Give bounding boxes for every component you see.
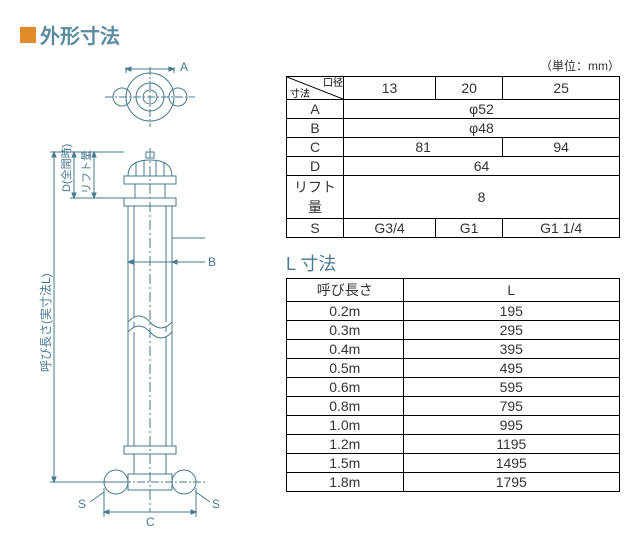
- l-cell: 0.2m: [287, 302, 404, 321]
- l-cell: 495: [403, 359, 619, 378]
- l-cell: 395: [403, 340, 619, 359]
- header-title: 外形寸法: [40, 20, 120, 49]
- drawing-label-a: A: [180, 60, 188, 74]
- dim-cell: 64: [344, 157, 620, 176]
- drawing-label-s-right: S: [212, 497, 220, 511]
- l-section-title: L 寸法: [286, 250, 620, 276]
- dim-row-label: D: [287, 157, 344, 176]
- l-cell: 595: [403, 378, 619, 397]
- dim-col-25: 25: [503, 77, 620, 100]
- dim-row-label: A: [287, 100, 344, 119]
- drawing-label-c: C: [146, 515, 155, 529]
- l-cell: 1.2m: [287, 435, 404, 454]
- l-cell: 1795: [403, 473, 619, 492]
- dim-cell: 94: [503, 138, 620, 157]
- header-accent-square: [20, 27, 36, 43]
- l-cell: 1.5m: [287, 454, 404, 473]
- dim-col-13: 13: [344, 77, 436, 100]
- technical-drawing: A: [20, 57, 270, 540]
- l-cell: 295: [403, 321, 619, 340]
- dim-cell: φ52: [344, 100, 620, 119]
- l-head-name: 呼び長さ: [287, 279, 404, 302]
- l-cell: 1.8m: [287, 473, 404, 492]
- dim-cell: G3/4: [344, 219, 436, 238]
- dim-cell: φ48: [344, 119, 620, 138]
- l-cell: 995: [403, 416, 619, 435]
- dim-row-label: S: [287, 219, 344, 238]
- l-cell: 795: [403, 397, 619, 416]
- drawing-label-lift: リフト量: [80, 150, 93, 194]
- drawing-label-d: D(全開時): [59, 144, 73, 192]
- l-cell: 195: [403, 302, 619, 321]
- dim-cell: 81: [344, 138, 503, 157]
- l-cell: 1495: [403, 454, 619, 473]
- l-cell: 0.4m: [287, 340, 404, 359]
- dim-row-label: C: [287, 138, 344, 157]
- dim-header-diagonal: 口径 寸法: [287, 77, 344, 100]
- dim-cell: G1 1/4: [503, 219, 620, 238]
- l-cell: 0.3m: [287, 321, 404, 340]
- l-head-L: L: [403, 279, 619, 302]
- l-cell: 0.8m: [287, 397, 404, 416]
- drawing-label-b: B: [208, 255, 216, 269]
- l-cell: 1195: [403, 435, 619, 454]
- dim-cell: G1: [436, 219, 503, 238]
- dimensions-table: 口径 寸法 13 20 25 A φ52 B φ48 C 81 94: [286, 76, 620, 238]
- dim-row-label: B: [287, 119, 344, 138]
- l-table: 呼び長さ L 0.2m195 0.3m295 0.4m395 0.5m495 0…: [286, 278, 620, 492]
- dim-cell: 8: [344, 176, 620, 219]
- unit-label: （単位：mm）: [286, 57, 620, 74]
- l-cell: 0.5m: [287, 359, 404, 378]
- dim-row-label: リフト量: [287, 176, 344, 219]
- dim-col-20: 20: [436, 77, 503, 100]
- drawing-label-s-left: S: [78, 497, 86, 511]
- l-cell: 0.6m: [287, 378, 404, 397]
- l-cell: 1.0m: [287, 416, 404, 435]
- dim-header-top: 口径: [323, 77, 343, 89]
- dim-header-bottom: 寸法: [290, 87, 310, 99]
- section-header: 外形寸法: [20, 20, 620, 49]
- drawing-label-length: 呼び長さ(実寸法L): [38, 273, 53, 372]
